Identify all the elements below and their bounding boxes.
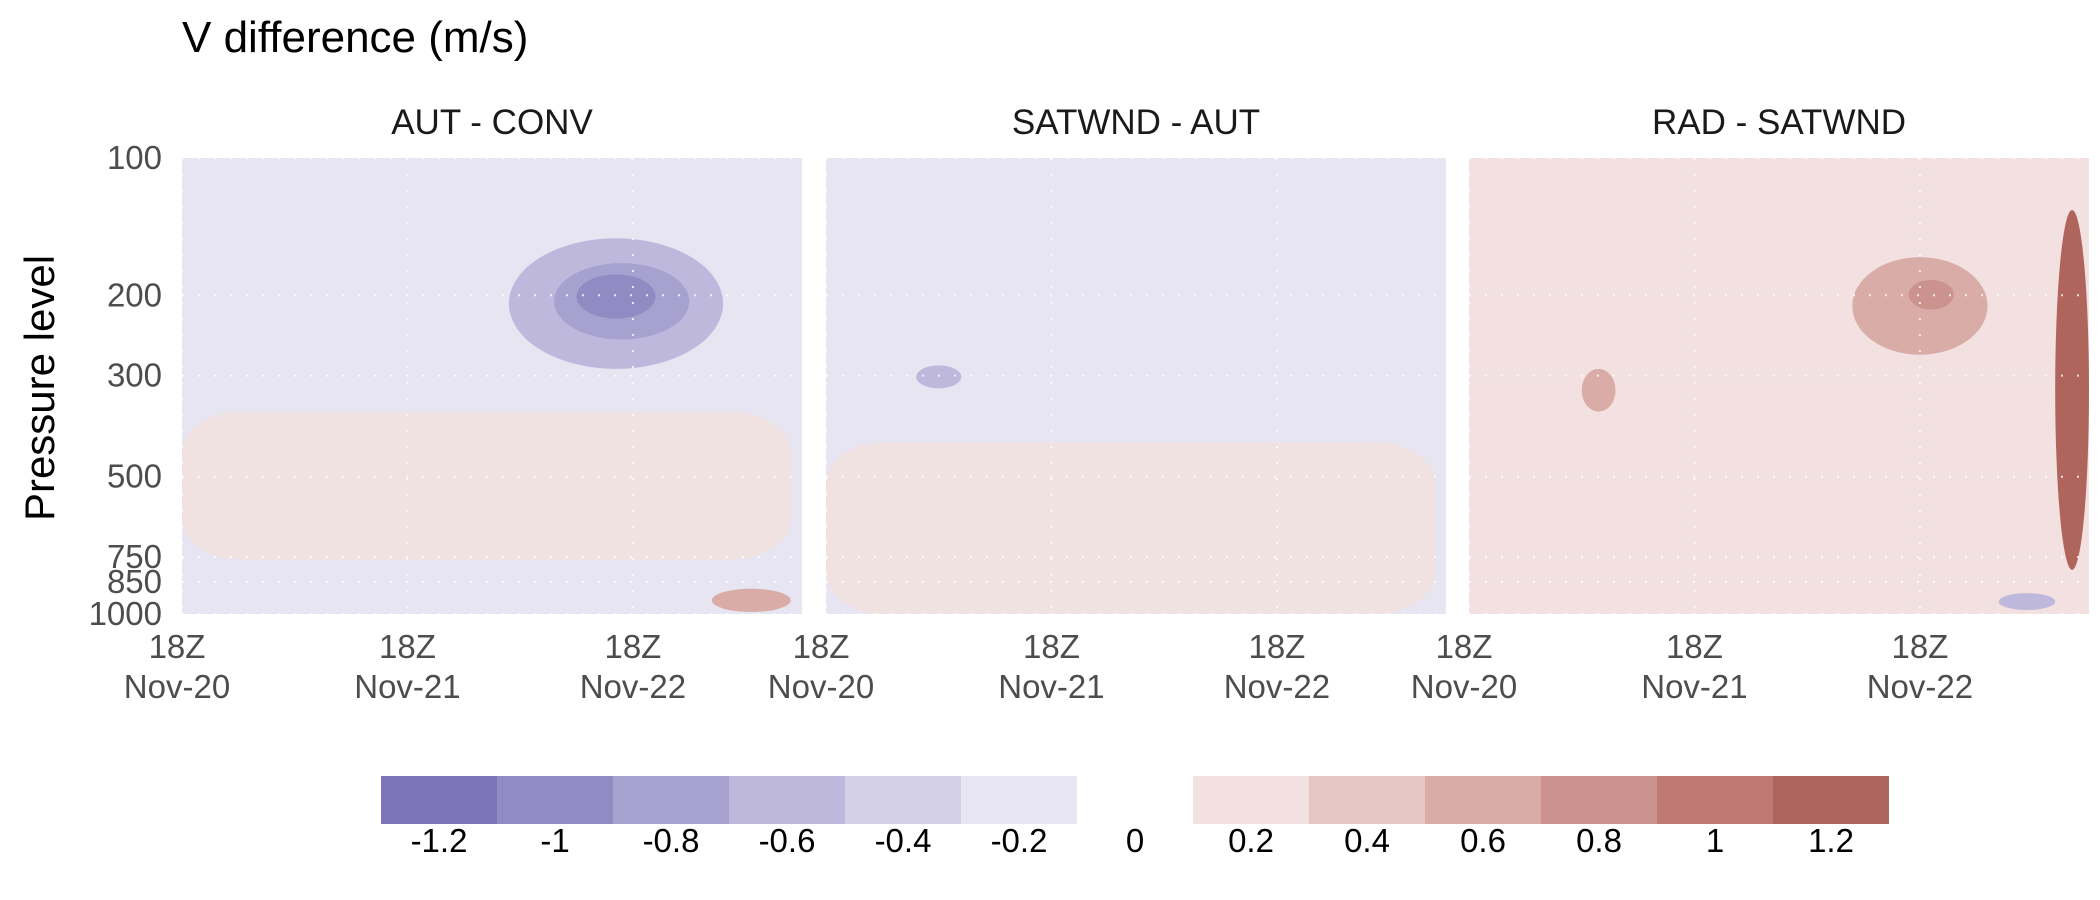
legend-swatch <box>961 776 1077 824</box>
x-tick-label: Nov-22 <box>580 668 686 705</box>
x-tick-label: Nov-21 <box>1641 668 1747 705</box>
contour-region <box>1998 593 2056 610</box>
y-tick-label: 850 <box>107 563 162 600</box>
legend-swatch <box>845 776 961 824</box>
legend-swatch <box>1657 776 1773 824</box>
y-axis-label: Pressure level <box>16 255 63 521</box>
x-tick-label: Nov-20 <box>768 668 874 705</box>
x-tick-label: Nov-20 <box>1411 668 1517 705</box>
legend-label: 0.6 <box>1460 822 1506 859</box>
legend-swatch <box>1193 776 1309 824</box>
panels-group: AUT - CONV18ZNov-2018ZNov-2118ZNov-22SAT… <box>124 103 2089 705</box>
x-tick-label: Nov-22 <box>1867 668 1973 705</box>
contour-region <box>182 411 791 560</box>
legend-label: 1.2 <box>1808 822 1854 859</box>
legend-label: 0.8 <box>1576 822 1622 859</box>
legend-zero-label: 0 <box>1126 822 1144 859</box>
x-tick-label: 18Z <box>1436 628 1493 665</box>
legend-label: 1 <box>1706 822 1724 859</box>
contour-region <box>916 365 962 389</box>
x-tick-label: Nov-22 <box>1224 668 1330 705</box>
legend-label: -0.2 <box>991 822 1048 859</box>
x-tick-label: 18Z <box>1248 628 1305 665</box>
contour-region <box>1908 279 1954 310</box>
x-tick-label: 18Z <box>1666 628 1723 665</box>
contour-region <box>1581 368 1616 412</box>
panel-background <box>1469 158 2089 614</box>
contour-region <box>576 274 656 319</box>
x-tick-label: 18Z <box>379 628 436 665</box>
x-tick-label: 18Z <box>793 628 850 665</box>
legend-swatch <box>1773 776 1889 824</box>
legend-swatch <box>381 776 497 824</box>
legend-label: -0.4 <box>875 822 932 859</box>
legend-label: -0.6 <box>759 822 816 859</box>
x-tick-label: 18Z <box>149 628 206 665</box>
panel-title: SATWND - AUT <box>1012 103 1260 142</box>
legend-label: -1.2 <box>411 822 468 859</box>
y-tick-label: 1000 <box>89 595 162 632</box>
panel-title: AUT - CONV <box>391 103 593 142</box>
x-tick-label: Nov-20 <box>124 668 230 705</box>
contour-region <box>2055 209 2089 570</box>
legend-swatch <box>613 776 729 824</box>
legend-swatch <box>497 776 613 824</box>
y-tick-label: 750 <box>107 538 162 575</box>
legend-label: 0.2 <box>1228 822 1274 859</box>
contour-region <box>826 442 1435 614</box>
y-tick-label: 100 <box>107 139 162 176</box>
legend-swatch <box>1541 776 1657 824</box>
y-tick-label: 300 <box>107 357 162 394</box>
x-tick-label: Nov-21 <box>998 668 1104 705</box>
legend-label: 0.4 <box>1344 822 1390 859</box>
x-tick-label: 18Z <box>1891 628 1948 665</box>
legend-label: -1 <box>540 822 569 859</box>
legend-swatch <box>1309 776 1425 824</box>
legend-swatch <box>1425 776 1541 824</box>
x-tick-label: 18Z <box>1023 628 1080 665</box>
chart-title: V difference (m/s) <box>182 13 528 62</box>
x-tick-label: 18Z <box>604 628 661 665</box>
legend: -1.2 -1 -0.8 -0.6 -0.4 -0.2 0 0.2 0.4 0.6 0.8 1 1.2 <box>381 776 1889 859</box>
legend-swatch <box>729 776 845 824</box>
legend-label: -0.8 <box>643 822 700 859</box>
y-tick-label: 200 <box>107 276 162 313</box>
panel-title: RAD - SATWND <box>1652 103 1906 142</box>
y-tick-label: 500 <box>107 458 162 495</box>
x-tick-label: Nov-21 <box>354 668 460 705</box>
contour-region <box>711 588 791 613</box>
